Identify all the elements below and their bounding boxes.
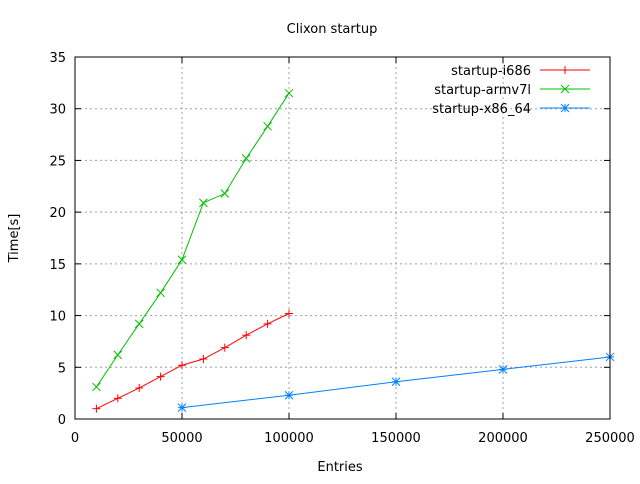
x-tick-label: 250000	[585, 431, 635, 446]
data-point-startup-i686	[178, 361, 186, 370]
x-tick-label: 100000	[264, 431, 314, 446]
legend-label-startup-x86-64: startup-x86_64	[432, 102, 531, 117]
y-tick-label: 0	[58, 413, 66, 428]
data-point-startup-i686	[156, 372, 165, 381]
data-point-startup-armv7l	[134, 319, 144, 329]
legend-marker-startup-armv7l	[560, 84, 570, 94]
legend-label-startup-armv7l: startup-armv7l	[434, 83, 531, 98]
x-tick-label: 0	[71, 431, 79, 446]
data-point-startup-armv7l	[241, 154, 251, 163]
legend-marker-startup-i686	[561, 66, 569, 74]
x-tick-label: 50000	[161, 431, 202, 446]
plot-frame	[74, 56, 611, 420]
data-point-startup-armv7l	[284, 88, 294, 98]
x-tick-label: 200000	[478, 431, 528, 446]
legend-marker-startup-x86-64	[560, 103, 570, 113]
data-point-startup-armv7l	[263, 121, 272, 131]
data-point-startup-x86-64	[284, 390, 294, 400]
data-point-startup-armv7l	[220, 189, 230, 198]
y-tick-label: 5	[58, 361, 66, 376]
data-point-startup-armv7l	[113, 350, 123, 360]
series-line-startup-armv7l	[95, 92, 290, 388]
data-point-startup-armv7l	[156, 288, 165, 298]
y-tick-label: 15	[49, 258, 66, 273]
data-point-startup-x86-64	[391, 377, 401, 387]
y-tick-label: 30	[49, 103, 66, 118]
y-tick-label: 35	[49, 51, 66, 66]
data-point-startup-i686	[113, 394, 122, 403]
data-point-startup-x86-64	[177, 403, 187, 412]
data-point-startup-i686	[135, 383, 144, 392]
data-point-startup-i686	[263, 319, 272, 328]
data-point-startup-i686	[242, 331, 251, 340]
data-point-startup-i686	[199, 355, 208, 364]
y-tick-label: 25	[49, 154, 66, 169]
data-point-startup-i686	[92, 404, 101, 413]
chart-title: Clixon startup	[287, 22, 378, 37]
data-point-startup-i686	[285, 309, 293, 318]
data-point-startup-armv7l	[199, 198, 208, 208]
data-point-startup-x86-64	[498, 365, 508, 374]
data-point-startup-i686	[220, 343, 229, 352]
x-tick-label: 150000	[371, 431, 421, 446]
x-axis-label: Entries	[317, 460, 363, 475]
y-tick-label: 10	[49, 310, 66, 325]
data-point-startup-armv7l	[177, 255, 187, 265]
data-point-startup-armv7l	[92, 382, 101, 392]
y-axis-label: Time[s]	[7, 214, 22, 264]
legend-label-startup-i686: startup-i686	[451, 64, 531, 79]
series-line-startup-i686	[96, 313, 290, 410]
y-tick-label: 20	[49, 206, 66, 221]
